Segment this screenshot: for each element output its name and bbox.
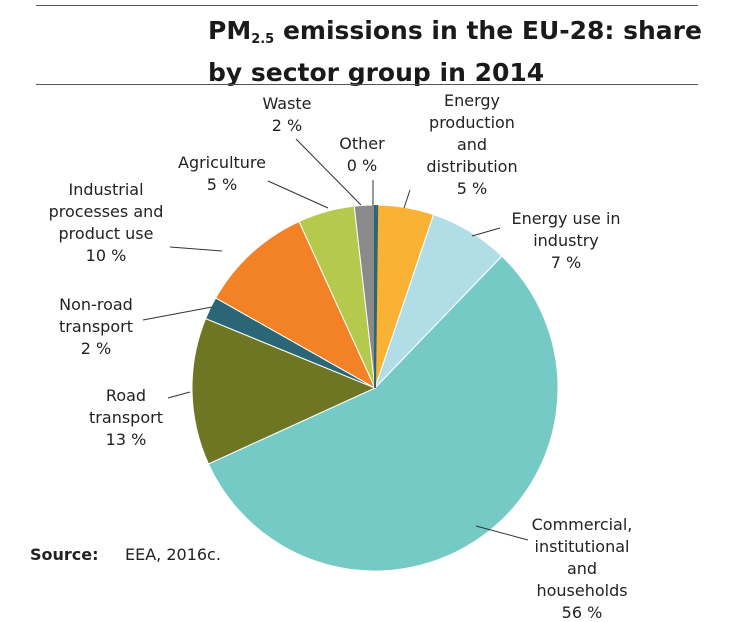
pie-slice-commercial-institutional-and-households <box>207 255 559 572</box>
pie-slices <box>191 204 559 572</box>
leader-lines <box>142 138 529 541</box>
slice-label-agriculture: Agriculture 5 % <box>178 153 266 194</box>
chart-title: PM2.5 emissions in the EU-28: share by s… <box>208 16 702 87</box>
leader-line-energy-use-in-industry <box>471 227 501 237</box>
title-rule <box>36 84 698 85</box>
leader-line-waste <box>295 138 362 206</box>
source-text: EEA, 2016c. <box>125 545 221 564</box>
leader-line-road-transport <box>167 391 191 399</box>
leader-line-agriculture <box>267 180 329 209</box>
slice-labels: Energy production and distribution 5 % Energy… <box>49 91 633 622</box>
source-note: Source: EEA, 2016c. <box>30 545 221 564</box>
top-rule <box>36 5 698 6</box>
slice-label-non-road-transport: Non-road transport 2 % <box>59 295 133 358</box>
slice-label-commercial-institutional-and-households: Commercial, institutional and households 56 … <box>532 515 633 622</box>
leader-line-commercial-institutional-and-households <box>475 525 529 541</box>
leader-line-industrial-processes-and-product-use <box>169 246 223 252</box>
pie-slice-road-transport <box>191 317 377 465</box>
slice-label-other: Other 0 % <box>339 134 385 175</box>
slice-label-energy-use-in-industry: Energy use in industry 7 % <box>511 209 620 272</box>
leader-line-non-road-transport <box>142 306 213 321</box>
pie-slice-waste <box>353 204 378 389</box>
slice-label-energy-production-and-distribution: Energy production and distribution 5 % <box>426 91 517 198</box>
leader-line-energy-production-and-distribution <box>403 189 411 209</box>
slice-label-road-transport: Road transport 13 % <box>89 386 163 449</box>
source-label: Source: <box>30 545 99 564</box>
pie-slice-industrial-processes-and-product-use <box>215 220 377 390</box>
slice-label-waste: Waste 2 % <box>262 94 311 135</box>
slice-label-industrial-processes-and-product-use: Industrial processes and product use 10 % <box>49 180 164 265</box>
